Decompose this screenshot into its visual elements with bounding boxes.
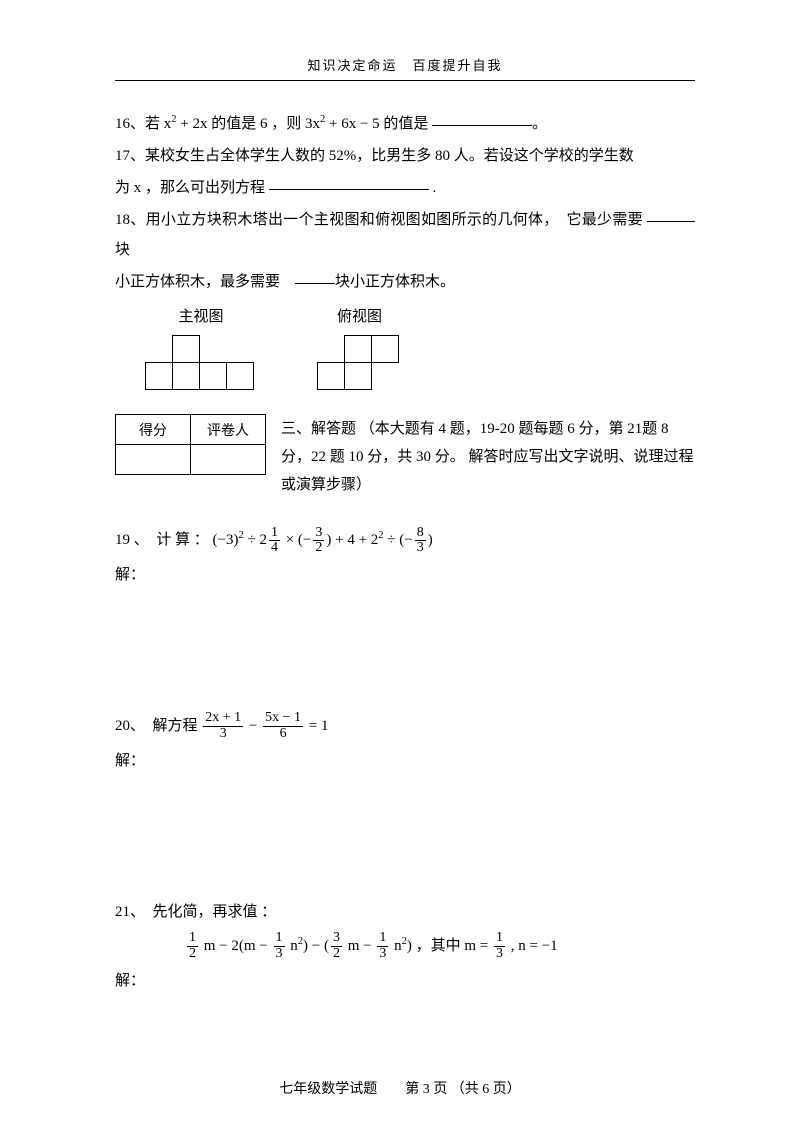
q18-text-3: 小正方体积木，最多需要 — [115, 274, 295, 290]
question-18-line1: 18、用小立方块积木塔出一个主视图和俯视图如图所示的几何体， 它最少需要 块 — [115, 205, 695, 265]
q18-text-2: 块 — [115, 242, 130, 258]
score-cell-empty-2 — [191, 445, 266, 475]
q18-blank-2 — [295, 269, 335, 284]
page-footer: 七年级数学试题 第 3 页 （共 6 页） — [0, 1078, 800, 1098]
q17-text-2: . — [429, 180, 437, 196]
q21-expression: 12 m − 2(m − 13 n2) − (32 m − 13 n2) ，其中… — [115, 931, 695, 962]
page-header: 知识决定命运 百度提升自我 — [115, 55, 695, 74]
front-view-label: 主视图 — [145, 305, 257, 326]
q16-text-2: + 2x 的值是 6 ，则 3x — [177, 116, 320, 132]
q20-solution-label: 解： — [115, 746, 695, 776]
section-3-description: 三、解答题 （本大题有 4 题，19-20 题每题 6 分，第 21题 8 分，… — [281, 414, 695, 499]
question-19: 19 、 计 算 ： (−3)2 ÷ 214 × (−32) + 4 + 22 … — [115, 525, 695, 590]
q21-label: 21、 先化简，再求值 ： — [115, 897, 276, 927]
q17-text-1: 为 x ，那么可出列方程 — [115, 180, 269, 196]
question-16: 16、若 x2 + 2x 的值是 6 ，则 3x2 + 6x − 5 的值是 。 — [115, 109, 695, 139]
top-view-figure — [317, 334, 402, 394]
q16-text-3: + 6x − 5 的值是 — [325, 116, 432, 132]
front-view-block: 主视图 — [145, 305, 257, 394]
score-table: 得分 评卷人 — [115, 414, 266, 475]
section-3-header: 得分 评卷人 三、解答题 （本大题有 4 题，19-20 题每题 6 分，第 2… — [115, 414, 695, 499]
question-17-line2: 为 x ，那么可出列方程 . — [115, 173, 695, 203]
q21-solution-label: 解： — [115, 966, 695, 996]
top-view-label: 俯视图 — [317, 305, 402, 326]
q19-label: 19 、 计 算 ： — [115, 525, 209, 555]
q16-text-4: 。 — [532, 116, 547, 132]
header-rule — [115, 80, 695, 81]
q16-text-1: 16、若 x — [115, 116, 171, 132]
question-18-line2: 小正方体积木，最多需要 块小正方体积木。 — [115, 267, 695, 297]
q16-blank — [432, 111, 532, 126]
q20-label: 20、 解方程 — [115, 711, 198, 741]
q20-expression: 2x + 13 − 5x − 16 = 1 — [201, 718, 328, 734]
q18-text-1: 18、用小立方块积木塔出一个主视图和俯视图如图所示的几何体， 它最少需要 — [115, 212, 647, 228]
top-view-block: 俯视图 — [317, 305, 402, 394]
q19-expression: (−3)2 ÷ 214 × (−32) + 4 + 22 ÷ (−83) — [213, 532, 433, 548]
score-cell-label-1: 得分 — [116, 415, 191, 445]
score-cell-empty-1 — [116, 445, 191, 475]
q17-blank — [269, 175, 429, 190]
views-container: 主视图 俯视图 — [145, 305, 695, 394]
score-cell-label-2: 评卷人 — [191, 415, 266, 445]
question-17-line1: 17、某校女生占全体学生人数的 52%，比男生多 80 人。若设这个学校的学生数 — [115, 141, 695, 171]
front-view-figure — [145, 334, 257, 394]
question-20: 20、 解方程 2x + 13 − 5x − 16 = 1 解： — [115, 711, 695, 776]
q18-blank-1 — [647, 207, 695, 222]
q19-solution-label: 解： — [115, 560, 695, 590]
q18-text-4: 块小正方体积木。 — [335, 274, 455, 290]
question-21: 21、 先化简，再求值 ： 12 m − 2(m − 13 n2) − (32 … — [115, 897, 695, 996]
